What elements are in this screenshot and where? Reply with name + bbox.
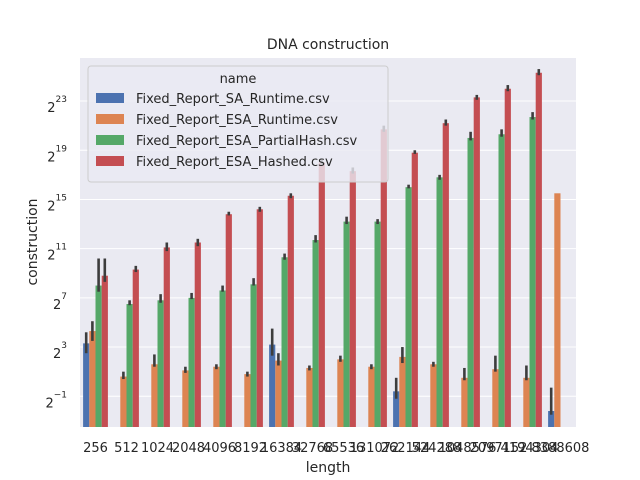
bar [89, 331, 96, 427]
bar [219, 290, 226, 427]
bar [411, 152, 418, 427]
x-axis-label: length [306, 460, 351, 476]
x-tick-label: 262144 [381, 441, 431, 456]
bar [287, 195, 294, 427]
bar [343, 221, 350, 427]
legend-box [87, 65, 389, 183]
legend-entry: Fixed_Report_ESA_Hashed.csv [136, 155, 333, 170]
x-tick-labels: 256 512 1024204840968192163843276865536131… [83, 441, 589, 456]
bar [380, 129, 387, 427]
bar [194, 242, 201, 427]
y-tick-label: 2−1 [45, 390, 67, 411]
bar [256, 209, 263, 427]
legend-swatch [96, 114, 124, 124]
x-tick-label: 8388608 [532, 441, 590, 456]
bar [225, 214, 232, 427]
x-tick-label: 131072 [350, 441, 400, 456]
bars [83, 72, 561, 428]
bar [535, 72, 542, 427]
legend-entry: Fixed_Report_ESA_PartialHash.csv [136, 134, 358, 149]
y-tick-label: 211 [47, 243, 67, 264]
bar [498, 134, 505, 427]
chart-title: DNA construction [267, 37, 389, 53]
bar [523, 377, 530, 427]
y-tick-labels: 2−1 23 27 211 215 219 223 [45, 95, 67, 411]
bar [349, 171, 356, 427]
x-tick-label: 256 [83, 441, 108, 456]
bar [461, 377, 468, 427]
bar [120, 376, 127, 427]
error-bars [84, 69, 553, 415]
x-tick-label: 16384 [261, 441, 302, 456]
bar [529, 117, 536, 427]
bar [244, 374, 251, 427]
bar [306, 367, 313, 427]
bar [83, 343, 90, 427]
x-tick-label: 2097152 [470, 441, 528, 456]
y-tick-label: 219 [47, 144, 67, 165]
y-tick-label: 223 [47, 95, 67, 116]
legend-swatch [96, 93, 124, 103]
legend-entry: Fixed_Report_SA_Runtime.csv [136, 92, 330, 107]
bar [101, 275, 108, 427]
bar [548, 411, 555, 427]
x-tick-label: 1024 [141, 441, 174, 456]
x-tick-label: 4096 [203, 441, 236, 456]
bar [393, 391, 400, 427]
y-tick-label: 23 [53, 341, 67, 362]
bar [132, 269, 139, 427]
bar [250, 284, 257, 427]
bar [318, 162, 325, 428]
x-tick-label: 2048 [172, 441, 205, 456]
bar [281, 257, 288, 427]
bar [374, 221, 381, 427]
bar [399, 356, 406, 427]
legend-entry: Fixed_Report_ESA_Runtime.csv [136, 113, 338, 128]
legend-swatch [96, 135, 124, 145]
legend-title: name [220, 72, 257, 87]
x-tick-label: 4194304 [501, 441, 559, 456]
x-tick-label: 8192 [234, 441, 267, 456]
x-tick-label: 1048576 [439, 441, 497, 456]
bar [405, 187, 412, 427]
bar [126, 304, 133, 427]
y-axis-label: construction [25, 198, 41, 285]
x-tick-label: 512 [114, 441, 139, 456]
bar [473, 97, 480, 428]
bar [436, 177, 443, 427]
bar [467, 137, 474, 427]
bar [430, 364, 437, 427]
bar [337, 359, 344, 427]
bar [213, 366, 220, 427]
bar [504, 88, 511, 427]
bar [188, 297, 195, 427]
bar [312, 240, 319, 427]
bar [492, 369, 499, 427]
bar [442, 123, 449, 427]
y-tick-label: 215 [47, 193, 67, 214]
bar [275, 360, 282, 427]
y-tick-label: 27 [53, 292, 67, 313]
legend: name Fixed_Report_SA_Runtime.csv Fixed_Rep… [87, 65, 389, 183]
legend-swatch [96, 156, 124, 166]
bar [157, 300, 164, 427]
x-tick-label: 524288 [412, 441, 462, 456]
bar [163, 247, 170, 427]
bar [269, 344, 276, 427]
bar [151, 364, 158, 427]
bar [368, 366, 375, 427]
x-tick-label: 65536 [323, 441, 364, 456]
x-tick-label: 32768 [292, 441, 333, 456]
bar [95, 285, 102, 427]
bar [182, 370, 189, 427]
bar [554, 193, 561, 427]
